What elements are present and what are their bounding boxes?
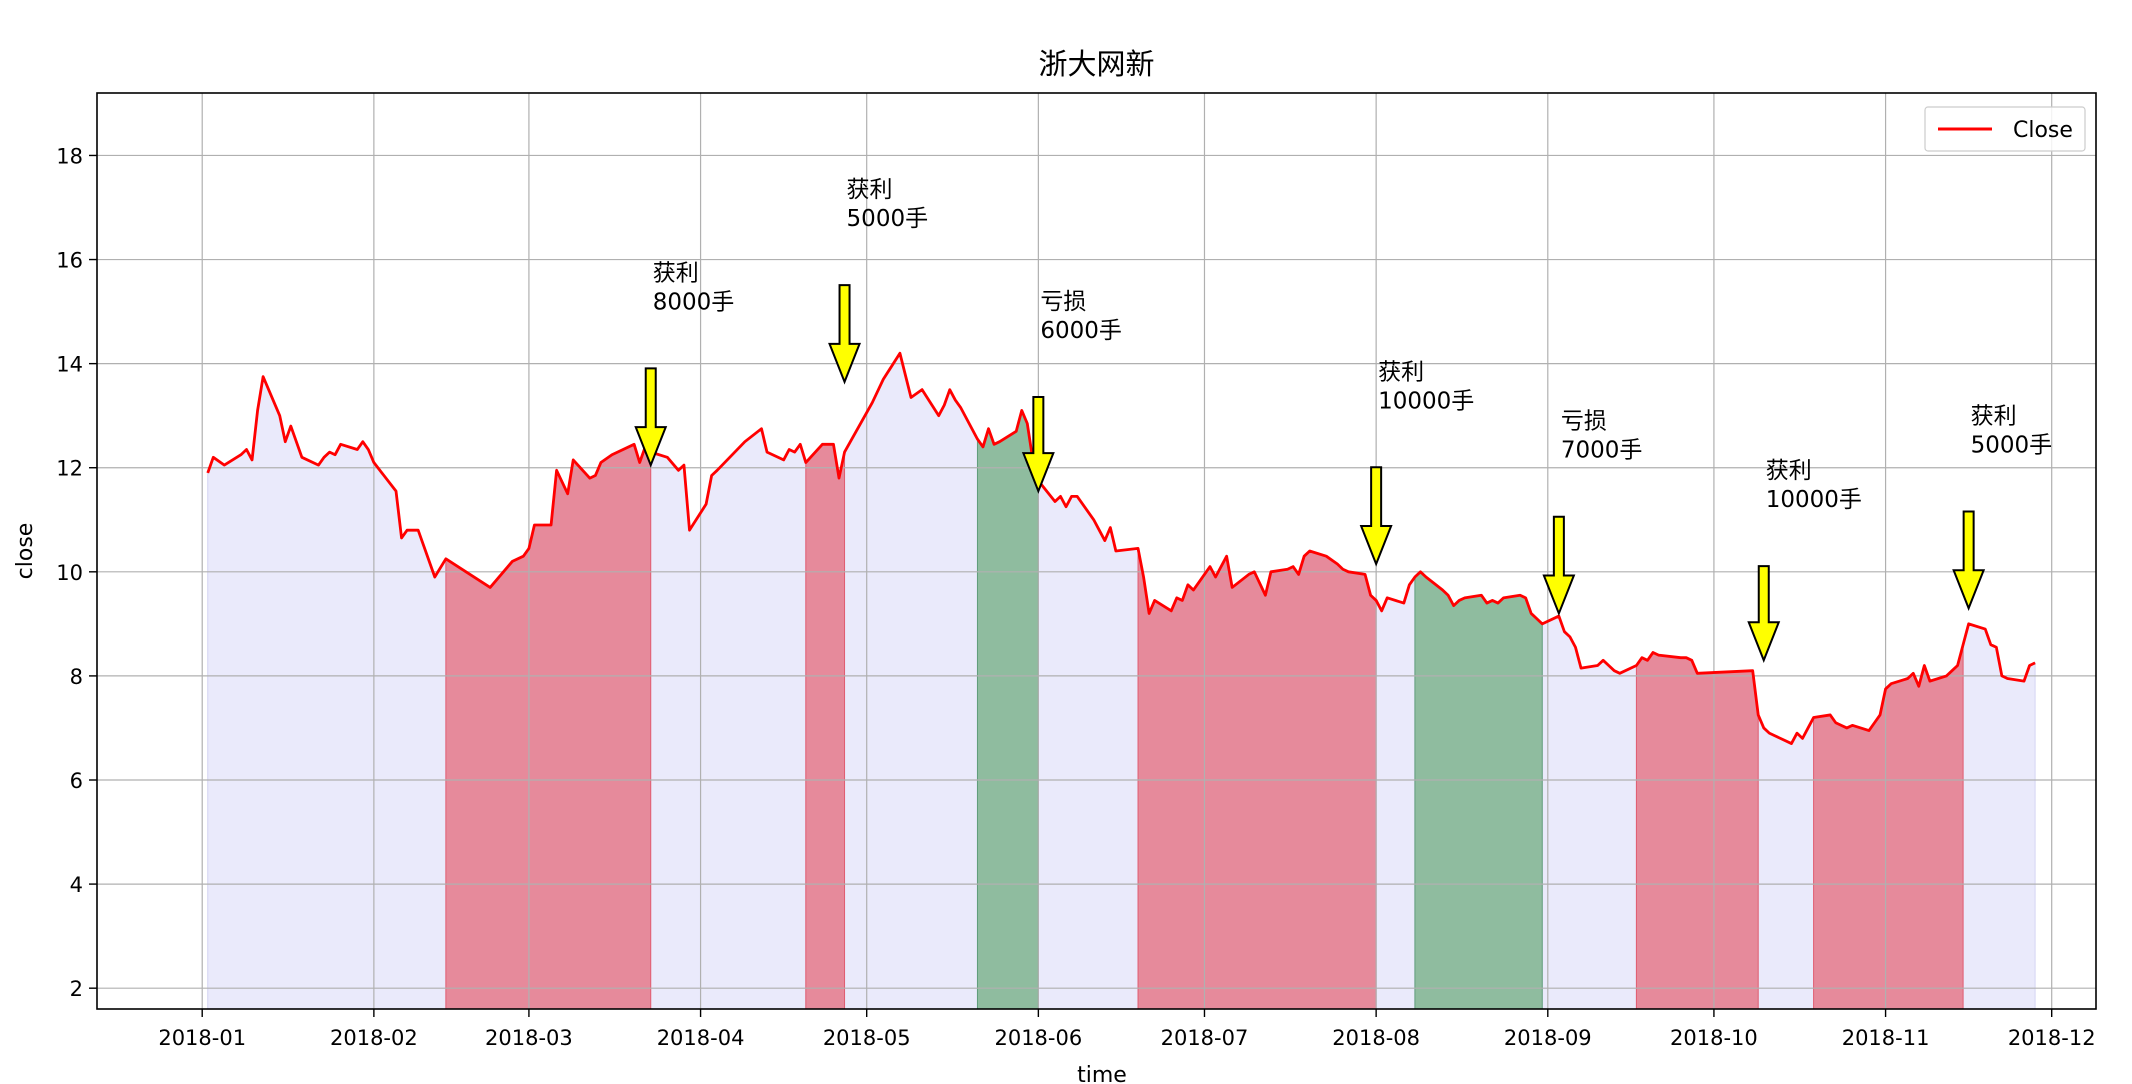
y-axis: 2 4 6 8 10 12 14 16 18 <box>56 144 97 1001</box>
y-tick-label: 14 <box>56 353 83 377</box>
profit-area <box>1137 548 1377 1010</box>
x-tick-label: 2018-02 <box>330 1026 418 1050</box>
y-tick-label: 10 <box>56 561 83 585</box>
y-tick-label: 8 <box>70 665 83 689</box>
profit-area <box>1813 644 1964 1010</box>
y-tick-label: 6 <box>70 769 83 793</box>
y-tick-label: 2 <box>70 977 83 1001</box>
annotation-label: 获利 10000手 <box>1378 359 1474 414</box>
legend-label: Close <box>2013 118 2073 143</box>
annotation-label: 获利 5000手 <box>847 177 929 232</box>
x-tick-label: 2018-08 <box>1332 1026 1420 1050</box>
loss-area <box>976 408 1039 1010</box>
x-tick-label: 2018-09 <box>1504 1026 1592 1050</box>
legend: Close <box>1924 106 2086 152</box>
close-line-layer <box>206 351 2036 745</box>
profit-area <box>1635 651 1759 1010</box>
y-tick-label: 18 <box>56 144 83 168</box>
annotation-arrow <box>634 367 668 468</box>
x-tick-label: 2018-04 <box>657 1026 745 1050</box>
y-tick-label: 4 <box>70 873 83 897</box>
y-tick-label: 16 <box>56 249 83 273</box>
annotation-label: 获利 8000手 <box>653 260 735 315</box>
annotation-label: 亏损 6000手 <box>1040 289 1122 344</box>
x-tick-label: 2018-11 <box>1842 1026 1930 1050</box>
profit-area <box>445 443 652 1010</box>
annotation-arrow <box>1952 510 1986 611</box>
x-tick-label: 2018-06 <box>994 1026 1082 1050</box>
x-tick-label: 2018-05 <box>823 1026 911 1050</box>
y-axis-label: close <box>13 523 38 580</box>
annotation-label: 亏损 7000手 <box>1561 409 1643 464</box>
annotation-arrow <box>1542 515 1576 617</box>
x-tick-label: 2018-03 <box>485 1026 573 1050</box>
chart-title: 浙大网新 <box>1038 47 1154 81</box>
plot-frame <box>96 92 2097 1010</box>
close-price-line <box>206 351 2036 745</box>
y-tick-label: 12 <box>56 457 83 481</box>
annotation-arrow <box>1747 565 1781 664</box>
annotation-arrow <box>1021 396 1055 494</box>
loss-area <box>1414 571 1543 1010</box>
x-axis-label: time <box>1077 1063 1127 1084</box>
x-tick-label: 2018-12 <box>2008 1026 2096 1050</box>
x-axis: 2018-01 2018-02 2018-03 2018-04 2018-05 2018-… <box>158 1009 2096 1050</box>
x-tick-label: 2018-01 <box>158 1026 246 1050</box>
profit-area <box>805 443 846 1010</box>
annotation-label: 获利 5000手 <box>1971 404 2053 459</box>
annotation-arrow <box>1359 466 1393 567</box>
x-tick-label: 2018-07 <box>1161 1026 1249 1050</box>
legend-box <box>1924 106 2086 152</box>
x-tick-label: 2018-10 <box>1670 1026 1758 1050</box>
annotation-label: 获利 10000手 <box>1766 458 1862 513</box>
annotation-arrow <box>828 284 862 385</box>
